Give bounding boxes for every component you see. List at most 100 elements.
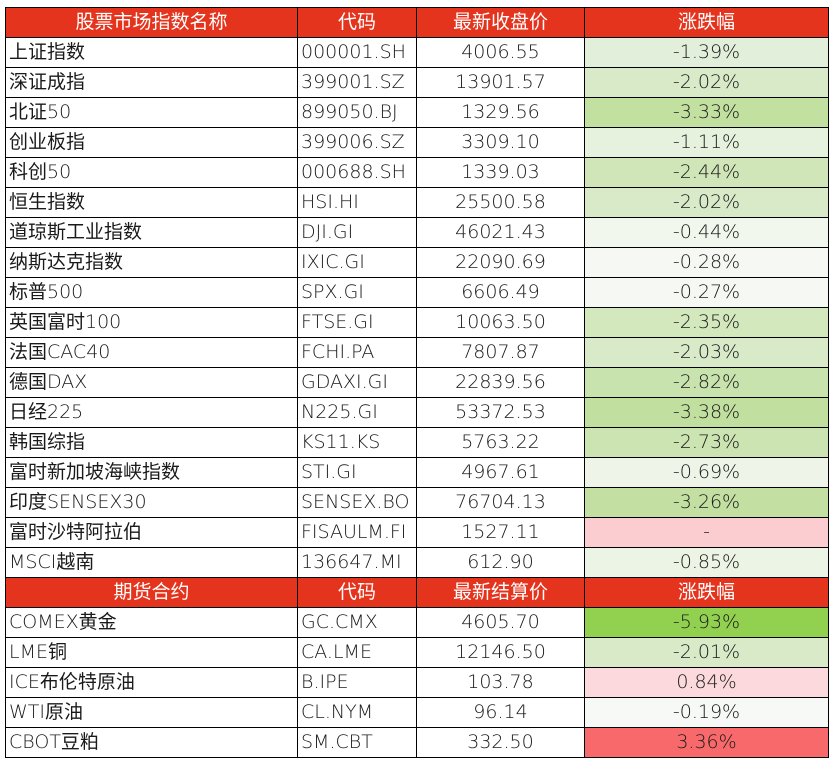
cell-price: 46021.43 xyxy=(416,217,585,248)
cell-change: -2.02% xyxy=(584,187,829,218)
cell-price: 1329.56 xyxy=(416,97,585,128)
cell-change: -1.11% xyxy=(584,127,829,158)
header-contract: 期货合约 xyxy=(5,577,298,608)
futures-header-row: 期货合约 代码 最新结算价 涨跌幅 xyxy=(5,577,829,608)
cell-price: 12146.50 xyxy=(416,637,585,668)
table-row: 德国DAX GDAXI.GI 22839.56 -2.82% xyxy=(5,367,829,398)
cell-price: 4967.61 xyxy=(416,457,585,488)
table-row: 印度SENSEX30 SENSEX.BO 76704.13 -3.26% xyxy=(5,487,829,518)
header-change-pct: 涨跌幅 xyxy=(584,7,829,38)
stock-header-row: 股票市场指数名称 代码 最新收盘价 涨跌幅 xyxy=(5,7,829,38)
cell-change: -2.73% xyxy=(584,427,829,458)
cell-name: 日经225 xyxy=(5,397,298,428)
cell-price: 1339.03 xyxy=(416,157,585,188)
cell-code: B.IPE xyxy=(297,667,417,698)
cell-change: -0.27% xyxy=(584,277,829,308)
cell-price: 332.50 xyxy=(416,727,585,758)
table-row: 纳斯达克指数 IXIC.GI 22090.69 -0.28% xyxy=(5,247,829,278)
cell-code: CL.NYM xyxy=(297,697,417,728)
cell-price: 96.14 xyxy=(416,697,585,728)
table-row: 科创50 000688.SH 1339.03 -2.44% xyxy=(5,157,829,188)
cell-price: 7807.87 xyxy=(416,337,585,368)
cell-code: SENSEX.BO xyxy=(297,487,417,518)
cell-change: -1.39% xyxy=(584,37,829,68)
cell-name: 深证成指 xyxy=(5,67,298,98)
cell-code: 399006.SZ xyxy=(297,127,417,158)
cell-price: 25500.58 xyxy=(416,187,585,218)
table-row: 标普500 SPX.GI 6606.49 -0.27% xyxy=(5,277,829,308)
table-row: 恒生指数 HSI.HI 25500.58 -2.02% xyxy=(5,187,829,218)
table-body: 股票市场指数名称 代码 最新收盘价 涨跌幅 上证指数 000001.SH 4006.… xyxy=(5,7,829,758)
table-row: 法国CAC40 FCHI.PA 7807.87 -2.03% xyxy=(5,337,829,368)
cell-name: 富时新加坡海峡指数 xyxy=(5,457,298,488)
table-row: LME铜 CA.LME 12146.50 -2.01% xyxy=(5,637,829,668)
table-row: MSCI越南 136647.MI 612.90 -0.85% xyxy=(5,547,829,578)
cell-code: CA.LME xyxy=(297,637,417,668)
table-row: ICE布伦特原油 B.IPE 103.78 0.84% xyxy=(5,667,829,698)
cell-code: DJI.GI xyxy=(297,217,417,248)
cell-code: SPX.GI xyxy=(297,277,417,308)
cell-price: 5763.22 xyxy=(416,427,585,458)
cell-price: 4605.70 xyxy=(416,607,585,638)
cell-name: 创业板指 xyxy=(5,127,298,158)
cell-change: -0.19% xyxy=(584,697,829,728)
header-close-price: 最新收盘价 xyxy=(416,7,585,38)
cell-code: FCHI.PA xyxy=(297,337,417,368)
cell-name: 北证50 xyxy=(5,97,298,128)
header-change-pct: 涨跌幅 xyxy=(584,577,829,608)
table-row: 富时沙特阿拉伯 FISAULM.FI 1527.11- xyxy=(5,517,829,548)
cell-price: 3309.10 xyxy=(416,127,585,158)
cell-code: STI.GI xyxy=(297,457,417,488)
cell-name: 科创50 xyxy=(5,157,298,188)
cell-change: -2.82% xyxy=(584,367,829,398)
cell-price: 10063.50 xyxy=(416,307,585,338)
cell-name: MSCI越南 xyxy=(5,547,298,578)
cell-code: SM.CBT xyxy=(297,727,417,758)
cell-price: 612.90 xyxy=(416,547,585,578)
table-row: 上证指数 000001.SH 4006.55 -1.39% xyxy=(5,37,829,68)
cell-name: COMEX黄金 xyxy=(5,607,298,638)
cell-name: 纳斯达克指数 xyxy=(5,247,298,278)
cell-price: 1527.11 xyxy=(416,517,585,548)
table-row: 道琼斯工业指数 DJI.GI 46021.43 -0.44% xyxy=(5,217,829,248)
cell-change: -5.93% xyxy=(584,607,829,638)
header-settle-price: 最新结算价 xyxy=(416,577,585,608)
cell-code: FISAULM.FI xyxy=(297,517,417,548)
table-row: 北证50 899050.BJ 1329.56 -3.33% xyxy=(5,97,829,128)
cell-change: -3.26% xyxy=(584,487,829,518)
table-row: 日经225 N225.GI 53372.53 -3.38% xyxy=(5,397,829,428)
table-row: 韩国综指 KS11.KS 5763.22 -2.73% xyxy=(5,427,829,458)
cell-name: 标普500 xyxy=(5,277,298,308)
cell-change: -0.44% xyxy=(584,217,829,248)
header-code: 代码 xyxy=(297,7,417,38)
table-row: CBOT豆粕 SM.CBT 332.50 3.36% xyxy=(5,727,829,758)
cell-code: 899050.BJ xyxy=(297,97,417,128)
cell-name: 上证指数 xyxy=(5,37,298,68)
cell-change: -0.85% xyxy=(584,547,829,578)
cell-code: 000001.SH xyxy=(297,37,417,68)
table-row: COMEX黄金 GC.CMX 4605.70 -5.93% xyxy=(5,607,829,638)
cell-name: 富时沙特阿拉伯 xyxy=(5,517,298,548)
cell-change: -2.01% xyxy=(584,637,829,668)
table-row: 富时新加坡海峡指数 STI.GI 4967.61 -0.69% xyxy=(5,457,829,488)
cell-price: 6606.49 xyxy=(416,277,585,308)
header-code: 代码 xyxy=(297,577,417,608)
cell-code: 000688.SH xyxy=(297,157,417,188)
cell-name: 法国CAC40 xyxy=(5,337,298,368)
cell-code: GDAXI.GI xyxy=(297,367,417,398)
cell-name: 英国富时100 xyxy=(5,307,298,338)
cell-change: -2.03% xyxy=(584,337,829,368)
cell-change: - xyxy=(584,517,829,548)
cell-price: 22839.56 xyxy=(416,367,585,398)
cell-change: -0.28% xyxy=(584,247,829,278)
cell-change: -2.35% xyxy=(584,307,829,338)
cell-code: N225.GI xyxy=(297,397,417,428)
table-row: 英国富时100 FTSE.GI 10063.50 -2.35% xyxy=(5,307,829,338)
cell-code: 399001.SZ xyxy=(297,67,417,98)
cell-name: ICE布伦特原油 xyxy=(5,667,298,698)
cell-code: FTSE.GI xyxy=(297,307,417,338)
header-index-name: 股票市场指数名称 xyxy=(5,7,298,38)
cell-code: KS11.KS xyxy=(297,427,417,458)
cell-name: CBOT豆粕 xyxy=(5,727,298,758)
cell-name: 恒生指数 xyxy=(5,187,298,218)
